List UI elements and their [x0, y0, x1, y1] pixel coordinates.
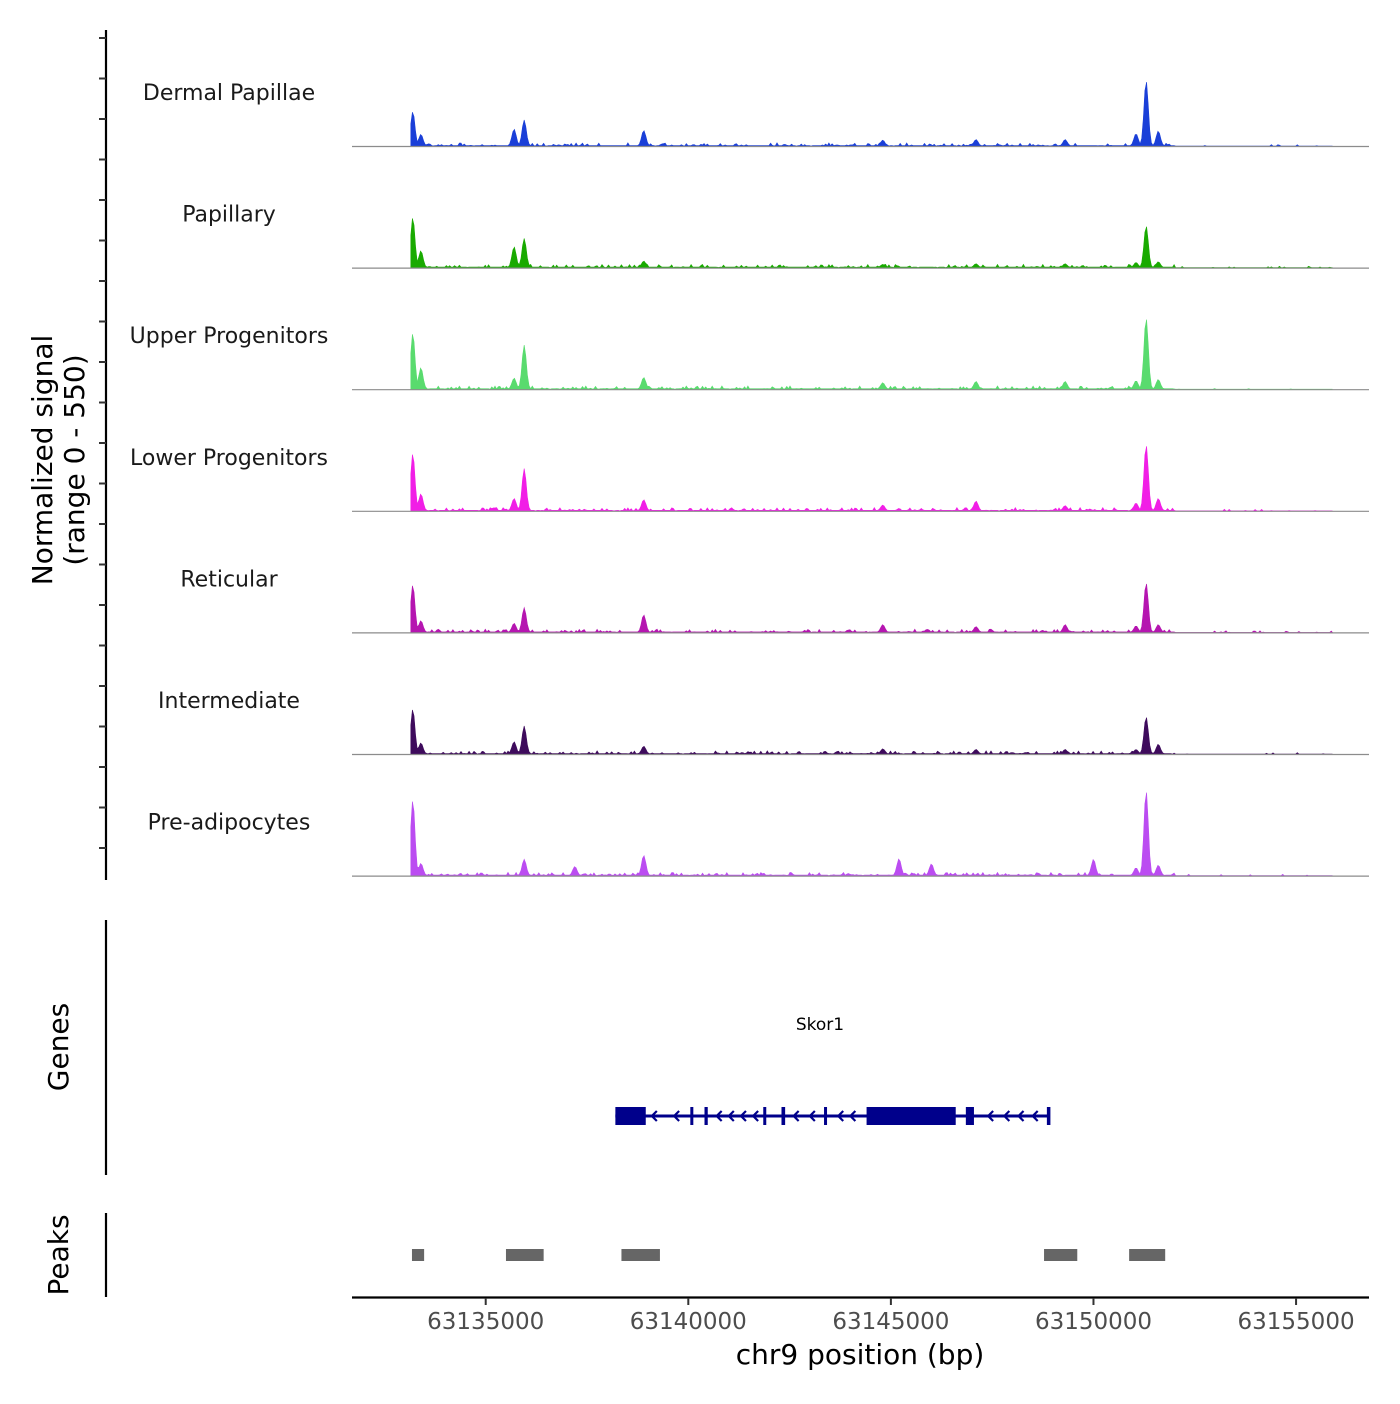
- track-label: Pre-adipocytes: [148, 811, 311, 836]
- gene-exon: [690, 1107, 694, 1125]
- coverage-area: [410, 82, 1333, 147]
- peak-region: [1129, 1249, 1166, 1261]
- gene-model-skor1: [615, 1107, 1051, 1125]
- signal-y-ticks: [99, 37, 106, 849]
- strand-arrow: [650, 1110, 658, 1122]
- track-upper-progenitors: Upper Progenitors: [130, 319, 1369, 391]
- strand-arrow: [1016, 1110, 1025, 1122]
- genes-axis-title: Genes: [42, 1003, 75, 1091]
- gene-exon: [704, 1107, 708, 1125]
- track-label: Upper Progenitors: [130, 324, 329, 349]
- strand-arrow: [1031, 1110, 1039, 1122]
- track-papillary: Papillary: [182, 203, 1369, 269]
- x-tick-label: 63150000: [1035, 1309, 1152, 1335]
- gene-exon: [763, 1107, 767, 1125]
- strand-arrow: [727, 1110, 735, 1122]
- strand-arrow: [751, 1110, 759, 1122]
- gene-exon: [965, 1107, 974, 1125]
- track-label: Papillary: [182, 203, 276, 228]
- signal-tracks: Dermal Papillae Papillary Upper Progenitor…: [130, 81, 1369, 877]
- x-axis-title: chr9 position (bp): [736, 1338, 985, 1371]
- peak-region: [411, 1249, 425, 1261]
- gene-exon: [866, 1107, 956, 1125]
- peak-region: [621, 1249, 660, 1261]
- peaks-axis-title: Peaks: [42, 1214, 75, 1295]
- track-dermal-papillae: Dermal Papillae: [143, 81, 1369, 148]
- x-tick-label: 63140000: [630, 1309, 747, 1335]
- peaks-panel: Peaks: [42, 1213, 1166, 1297]
- track-intermediate: Intermediate: [158, 689, 1369, 756]
- x-tick-label: 63145000: [832, 1309, 949, 1335]
- track-reticular: Reticular: [180, 567, 1369, 634]
- track-label: Dermal Papillae: [143, 81, 315, 106]
- signal-panel: Normalized signal (range 0 - 550) Dermal…: [26, 30, 1369, 880]
- strand-arrow: [672, 1110, 680, 1122]
- x-axis: 63135000 63140000 63145000 63150000 63155000…: [352, 1296, 1369, 1371]
- peak-region: [1044, 1249, 1078, 1261]
- track-pre-adipocytes: Pre-adipocytes: [148, 792, 1369, 877]
- strand-arrow: [739, 1110, 747, 1122]
- strand-arrow: [986, 1110, 994, 1122]
- gene-exon: [1046, 1107, 1050, 1125]
- strand-arrow: [836, 1110, 844, 1122]
- strand-arrow: [808, 1110, 816, 1122]
- x-tick-label: 63135000: [427, 1309, 544, 1335]
- coverage-area: [410, 709, 1333, 755]
- strand-arrow: [792, 1110, 800, 1122]
- signal-axis-title-line2: (range 0 - 550): [58, 354, 91, 565]
- strand-arrow: [848, 1110, 857, 1122]
- track-label: Lower Progenitors: [130, 446, 328, 471]
- track-lower-progenitors: Lower Progenitors: [130, 446, 1369, 512]
- gene-name-label: Skor1: [796, 1015, 844, 1035]
- peak-region: [505, 1249, 544, 1261]
- gene-exon: [781, 1107, 786, 1125]
- strand-arrow: [715, 1110, 723, 1122]
- peak-regions: [411, 1249, 1166, 1261]
- coverage-area: [410, 446, 1333, 512]
- signal-axis-title-line1: Normalized signal: [26, 335, 59, 586]
- track-label: Intermediate: [158, 689, 300, 714]
- coverage-area: [410, 319, 1333, 390]
- x-tick-label: 63155000: [1238, 1309, 1355, 1335]
- gene-exon: [824, 1107, 828, 1125]
- track-label: Reticular: [180, 567, 278, 592]
- coverage-area: [410, 218, 1333, 269]
- gene-exon: [615, 1107, 646, 1125]
- coverage-area: [410, 792, 1333, 877]
- x-axis-ticks: 63135000 63140000 63145000 63150000 63155000: [427, 1298, 1355, 1335]
- strand-arrow: [1002, 1110, 1011, 1122]
- genes-panel: Genes Skor1: [42, 920, 1051, 1175]
- coverage-area: [410, 583, 1334, 633]
